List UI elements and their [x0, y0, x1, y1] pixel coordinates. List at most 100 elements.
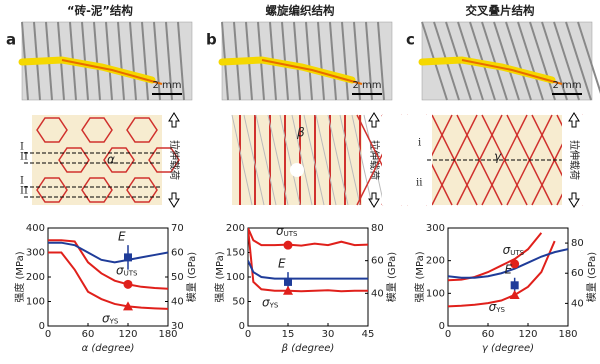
diagram-label: γ	[494, 150, 502, 164]
texture	[117, 21, 125, 101]
series-line	[448, 248, 568, 279]
y2-tick-label: 70	[171, 223, 184, 234]
hexagon	[81, 177, 113, 203]
modulus-point	[284, 277, 292, 286]
annotation-sub: UTS	[510, 249, 524, 257]
texture	[105, 21, 113, 101]
load-label: 拉伸载荷	[568, 140, 581, 180]
series-line	[48, 251, 168, 310]
ys-point	[509, 289, 520, 299]
x-tick-label: 0	[45, 329, 51, 340]
helix	[327, 114, 349, 206]
scale-label: 2 mm	[152, 80, 181, 91]
hexagon	[36, 117, 68, 143]
hexagon	[126, 177, 158, 203]
ply	[481, 114, 528, 206]
load-arrow	[568, 112, 580, 208]
y2-tick-label: 40	[171, 297, 184, 308]
panel-letter: a	[6, 31, 16, 49]
annotation-sub: UTS	[284, 230, 298, 238]
series-line	[448, 232, 543, 282]
y2-tick-label: 30	[171, 321, 184, 332]
y-tick-label: 100	[26, 297, 45, 308]
texture	[353, 21, 361, 101]
y2-axis-label: 模量 (GPa)	[586, 252, 598, 303]
load-arrow	[368, 112, 380, 208]
y2-tick-label: 60	[171, 248, 184, 259]
texture	[341, 21, 349, 101]
x-tick-label: 60	[482, 329, 495, 340]
helix	[267, 114, 289, 206]
y2-tick-label: 60	[371, 256, 384, 267]
texture	[141, 21, 149, 101]
annotation: σYS	[102, 311, 119, 326]
texture	[365, 21, 373, 101]
panel-letter: c	[406, 31, 415, 49]
helix	[291, 114, 313, 206]
ys-point	[283, 285, 293, 295]
y2-tick-label: 50	[171, 272, 184, 283]
uts-point	[283, 240, 293, 250]
y-tick-label: 150	[226, 248, 245, 259]
series-line	[48, 239, 168, 290]
helix	[363, 114, 385, 206]
x-tick-label: 120	[518, 329, 537, 340]
y-tick-label: 400	[26, 223, 45, 234]
annotation-symbol: σ	[503, 242, 511, 256]
x-tick-label: 0	[245, 329, 251, 340]
x-tick-label: 0	[445, 329, 451, 340]
texture	[153, 21, 161, 101]
panel-title: 螺旋编织结构	[266, 4, 335, 18]
y-tick-label: 0	[239, 321, 245, 332]
y-tick-label: 0	[439, 321, 445, 332]
texture	[505, 21, 532, 101]
x-tick-label: 180	[158, 329, 177, 340]
texture	[577, 21, 600, 94]
helix	[339, 114, 361, 206]
hexagon	[126, 117, 158, 143]
hexagon	[36, 177, 68, 203]
texture	[565, 21, 592, 101]
texture	[293, 21, 301, 101]
diagram-label: α	[107, 153, 115, 167]
annotation-sub: UTS	[124, 269, 138, 277]
texture	[493, 21, 520, 101]
x-tick-label: 15	[282, 329, 295, 340]
y-axis-label: 强度 (MPa)	[13, 251, 26, 302]
texture	[541, 21, 568, 101]
helix	[231, 114, 253, 206]
texture	[517, 21, 544, 101]
annotation: σUTS	[116, 263, 138, 278]
y-tick-label: 300	[26, 248, 45, 259]
crack-tip	[261, 59, 363, 85]
helix	[243, 114, 265, 206]
annotation-sub: YS	[495, 306, 505, 314]
helix	[279, 114, 301, 206]
series-line	[248, 228, 368, 247]
panel-title: “砖-泥”结构	[67, 4, 133, 18]
diagram-label: II	[20, 186, 28, 197]
y-tick-label: 100	[426, 288, 445, 299]
hexagon	[103, 147, 135, 173]
annotation: σYS	[489, 299, 506, 314]
x-axis-label: α (degree)	[82, 343, 135, 354]
texture	[553, 21, 580, 101]
x-axis-label: γ (degree)	[482, 343, 534, 354]
y-tick-label: 100	[226, 272, 245, 283]
texture	[529, 21, 556, 101]
annotation-symbol: σ	[102, 311, 110, 325]
scale-label: 2 mm	[552, 80, 581, 91]
series-line	[448, 240, 556, 308]
mask	[382, 115, 432, 205]
y-axis-label: 强度 (MPa)	[213, 251, 226, 302]
y-tick-label: 200	[26, 272, 45, 283]
texture	[481, 21, 508, 101]
helix	[351, 114, 373, 206]
annotation-sub: YS	[269, 302, 279, 310]
texture	[317, 21, 325, 101]
crack-tip	[461, 59, 563, 85]
y-tick-label: 200	[226, 223, 245, 234]
uts-point	[123, 279, 133, 289]
texture	[93, 21, 101, 101]
annotation: σUTS	[503, 242, 525, 257]
